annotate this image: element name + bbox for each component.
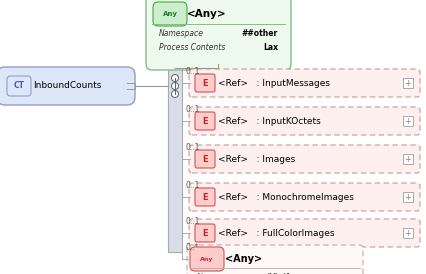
Circle shape: [171, 75, 178, 81]
Text: 0..*: 0..*: [186, 242, 199, 252]
Text: 0..1: 0..1: [186, 216, 200, 226]
Text: <Ref>   : FullColorImages: <Ref> : FullColorImages: [218, 229, 334, 238]
Text: E: E: [202, 193, 207, 201]
Text: <Any>: <Any>: [187, 9, 226, 19]
Text: ##other: ##other: [241, 30, 277, 39]
FancyBboxPatch shape: [189, 107, 419, 135]
Text: +: +: [403, 229, 411, 238]
Circle shape: [171, 90, 178, 98]
FancyBboxPatch shape: [195, 74, 215, 92]
Text: E: E: [202, 229, 207, 238]
FancyBboxPatch shape: [190, 247, 224, 271]
Text: Process Contents: Process Contents: [158, 44, 225, 53]
FancyBboxPatch shape: [7, 76, 31, 96]
FancyBboxPatch shape: [195, 224, 215, 242]
FancyBboxPatch shape: [195, 150, 215, 168]
Text: E: E: [202, 116, 207, 125]
Text: InboundCounts: InboundCounts: [33, 81, 101, 90]
Text: Any: Any: [162, 11, 177, 17]
Text: Namespace: Namespace: [196, 273, 242, 274]
Text: <Ref>   : MonochromeImages: <Ref> : MonochromeImages: [218, 193, 353, 201]
FancyBboxPatch shape: [187, 245, 362, 274]
Circle shape: [171, 82, 178, 90]
Bar: [402, 154, 412, 164]
Bar: [402, 116, 412, 126]
FancyBboxPatch shape: [0, 67, 135, 105]
Bar: [402, 192, 412, 202]
FancyBboxPatch shape: [189, 69, 419, 97]
Bar: [402, 228, 412, 238]
Text: +: +: [403, 155, 411, 164]
Text: <Ref>   : InputKOctets: <Ref> : InputKOctets: [218, 116, 320, 125]
Text: +: +: [403, 193, 411, 201]
Text: 0..1: 0..1: [186, 181, 200, 190]
Text: <Ref>   : InputMessages: <Ref> : InputMessages: [218, 78, 329, 87]
Text: E: E: [202, 155, 207, 164]
Text: +: +: [403, 78, 411, 87]
Text: <Any>: <Any>: [225, 254, 262, 264]
FancyBboxPatch shape: [189, 145, 419, 173]
Text: Any: Any: [200, 256, 213, 261]
Text: 0..1: 0..1: [186, 142, 200, 152]
FancyBboxPatch shape: [189, 219, 419, 247]
Text: 0..1: 0..1: [186, 104, 200, 113]
FancyBboxPatch shape: [153, 2, 187, 26]
FancyBboxPatch shape: [189, 183, 419, 211]
Text: 0..1: 0..1: [186, 67, 200, 76]
FancyBboxPatch shape: [195, 112, 215, 130]
FancyBboxPatch shape: [146, 0, 290, 70]
Text: <Ref>   : Images: <Ref> : Images: [218, 155, 294, 164]
Text: ##other: ##other: [265, 273, 301, 274]
Bar: [167, 68, 181, 252]
Text: +: +: [403, 116, 411, 125]
Text: Lax: Lax: [262, 44, 277, 53]
Text: E: E: [202, 78, 207, 87]
Text: CT: CT: [14, 81, 24, 90]
Text: Namespace: Namespace: [158, 30, 204, 39]
FancyBboxPatch shape: [195, 188, 215, 206]
Bar: [402, 78, 412, 88]
